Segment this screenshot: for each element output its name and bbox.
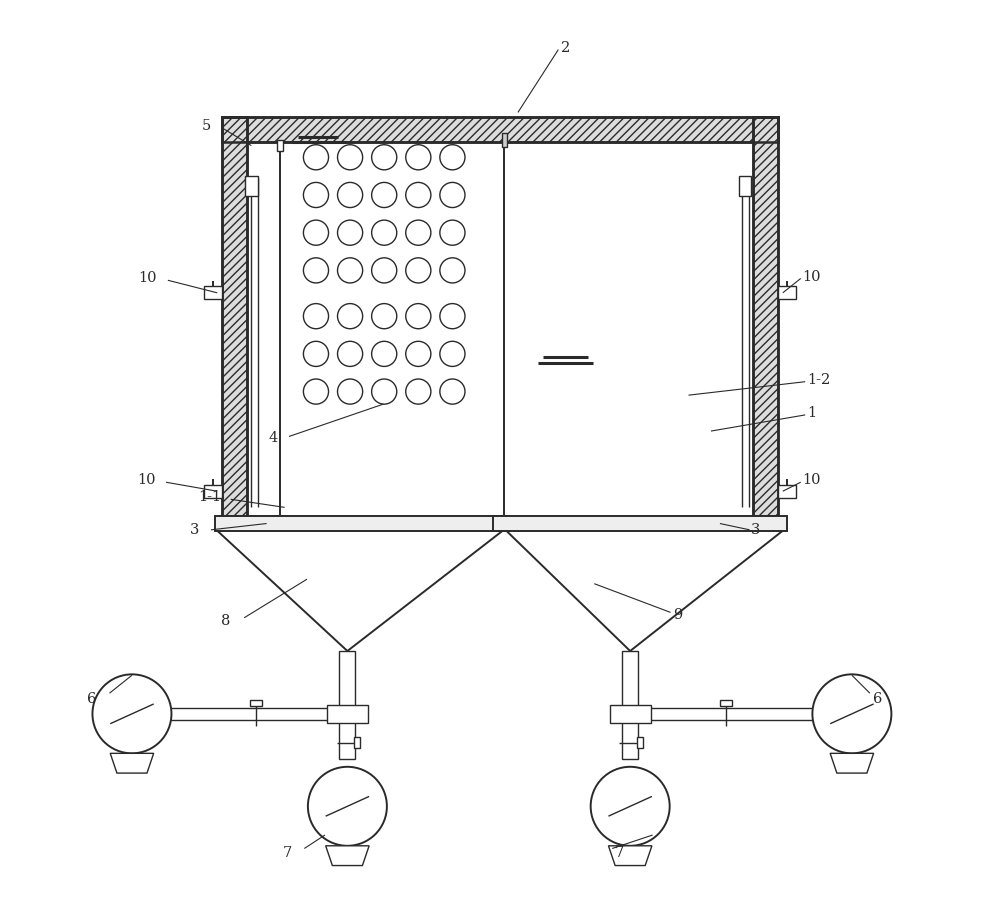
Circle shape xyxy=(440,220,465,245)
Circle shape xyxy=(303,342,329,366)
Circle shape xyxy=(338,145,363,169)
Circle shape xyxy=(372,182,397,208)
Text: 6: 6 xyxy=(873,692,882,705)
Bar xyxy=(354,737,360,748)
Circle shape xyxy=(812,674,891,753)
Circle shape xyxy=(591,767,670,845)
Circle shape xyxy=(406,145,431,169)
Circle shape xyxy=(338,182,363,208)
Bar xyxy=(247,142,753,517)
Bar xyxy=(148,707,355,720)
Bar xyxy=(339,651,355,758)
Circle shape xyxy=(406,303,431,329)
Text: 8: 8 xyxy=(221,615,231,628)
Bar xyxy=(215,517,509,530)
Text: 6: 6 xyxy=(87,692,96,705)
Circle shape xyxy=(372,145,397,169)
Bar xyxy=(204,287,222,300)
Text: 3: 3 xyxy=(751,523,761,537)
Text: 10: 10 xyxy=(137,474,155,487)
Circle shape xyxy=(338,220,363,245)
Circle shape xyxy=(406,379,431,404)
Text: 3: 3 xyxy=(190,523,199,537)
Bar xyxy=(222,117,778,142)
Text: 2: 2 xyxy=(561,40,570,55)
Circle shape xyxy=(308,767,387,845)
Bar xyxy=(502,133,507,147)
Circle shape xyxy=(440,342,465,366)
Text: 1: 1 xyxy=(807,406,816,420)
Bar xyxy=(753,117,778,517)
Bar xyxy=(277,140,283,151)
Bar xyxy=(739,176,751,196)
Bar xyxy=(222,117,247,517)
Circle shape xyxy=(338,342,363,366)
Bar xyxy=(245,176,258,196)
Bar xyxy=(637,737,643,748)
Circle shape xyxy=(338,257,363,283)
Circle shape xyxy=(440,303,465,329)
Bar xyxy=(222,117,778,142)
Circle shape xyxy=(372,257,397,283)
Bar xyxy=(493,517,787,530)
Circle shape xyxy=(406,220,431,245)
Text: 1-2: 1-2 xyxy=(807,373,830,387)
Text: 4: 4 xyxy=(268,431,277,445)
Circle shape xyxy=(440,379,465,404)
Circle shape xyxy=(372,342,397,366)
Text: 5: 5 xyxy=(202,119,211,133)
Polygon shape xyxy=(608,845,652,866)
Circle shape xyxy=(303,220,329,245)
Circle shape xyxy=(406,182,431,208)
Bar xyxy=(753,117,778,517)
Bar xyxy=(778,287,796,300)
Circle shape xyxy=(372,220,397,245)
Circle shape xyxy=(303,257,329,283)
Bar xyxy=(610,705,651,723)
Polygon shape xyxy=(110,753,154,773)
Bar xyxy=(778,485,796,497)
Circle shape xyxy=(338,303,363,329)
Circle shape xyxy=(440,257,465,283)
Circle shape xyxy=(372,303,397,329)
Circle shape xyxy=(372,379,397,404)
Bar xyxy=(204,485,222,497)
Text: 7: 7 xyxy=(282,846,292,860)
Polygon shape xyxy=(326,845,369,866)
Circle shape xyxy=(92,674,171,753)
Circle shape xyxy=(303,145,329,169)
Text: 10: 10 xyxy=(139,271,157,286)
Bar xyxy=(222,117,247,517)
Bar xyxy=(720,700,732,705)
Circle shape xyxy=(440,182,465,208)
Circle shape xyxy=(406,257,431,283)
Bar xyxy=(250,700,262,705)
Text: 9: 9 xyxy=(673,608,683,622)
Text: 7: 7 xyxy=(615,846,624,860)
Circle shape xyxy=(303,379,329,404)
Text: 10: 10 xyxy=(803,474,821,487)
Bar xyxy=(622,707,839,720)
Circle shape xyxy=(303,303,329,329)
Bar xyxy=(327,705,368,723)
Circle shape xyxy=(338,379,363,404)
Circle shape xyxy=(440,145,465,169)
Text: 10: 10 xyxy=(803,269,821,284)
Circle shape xyxy=(303,182,329,208)
Circle shape xyxy=(406,342,431,366)
Text: 1-1: 1-1 xyxy=(199,490,222,505)
Bar xyxy=(622,651,638,758)
Polygon shape xyxy=(830,753,874,773)
